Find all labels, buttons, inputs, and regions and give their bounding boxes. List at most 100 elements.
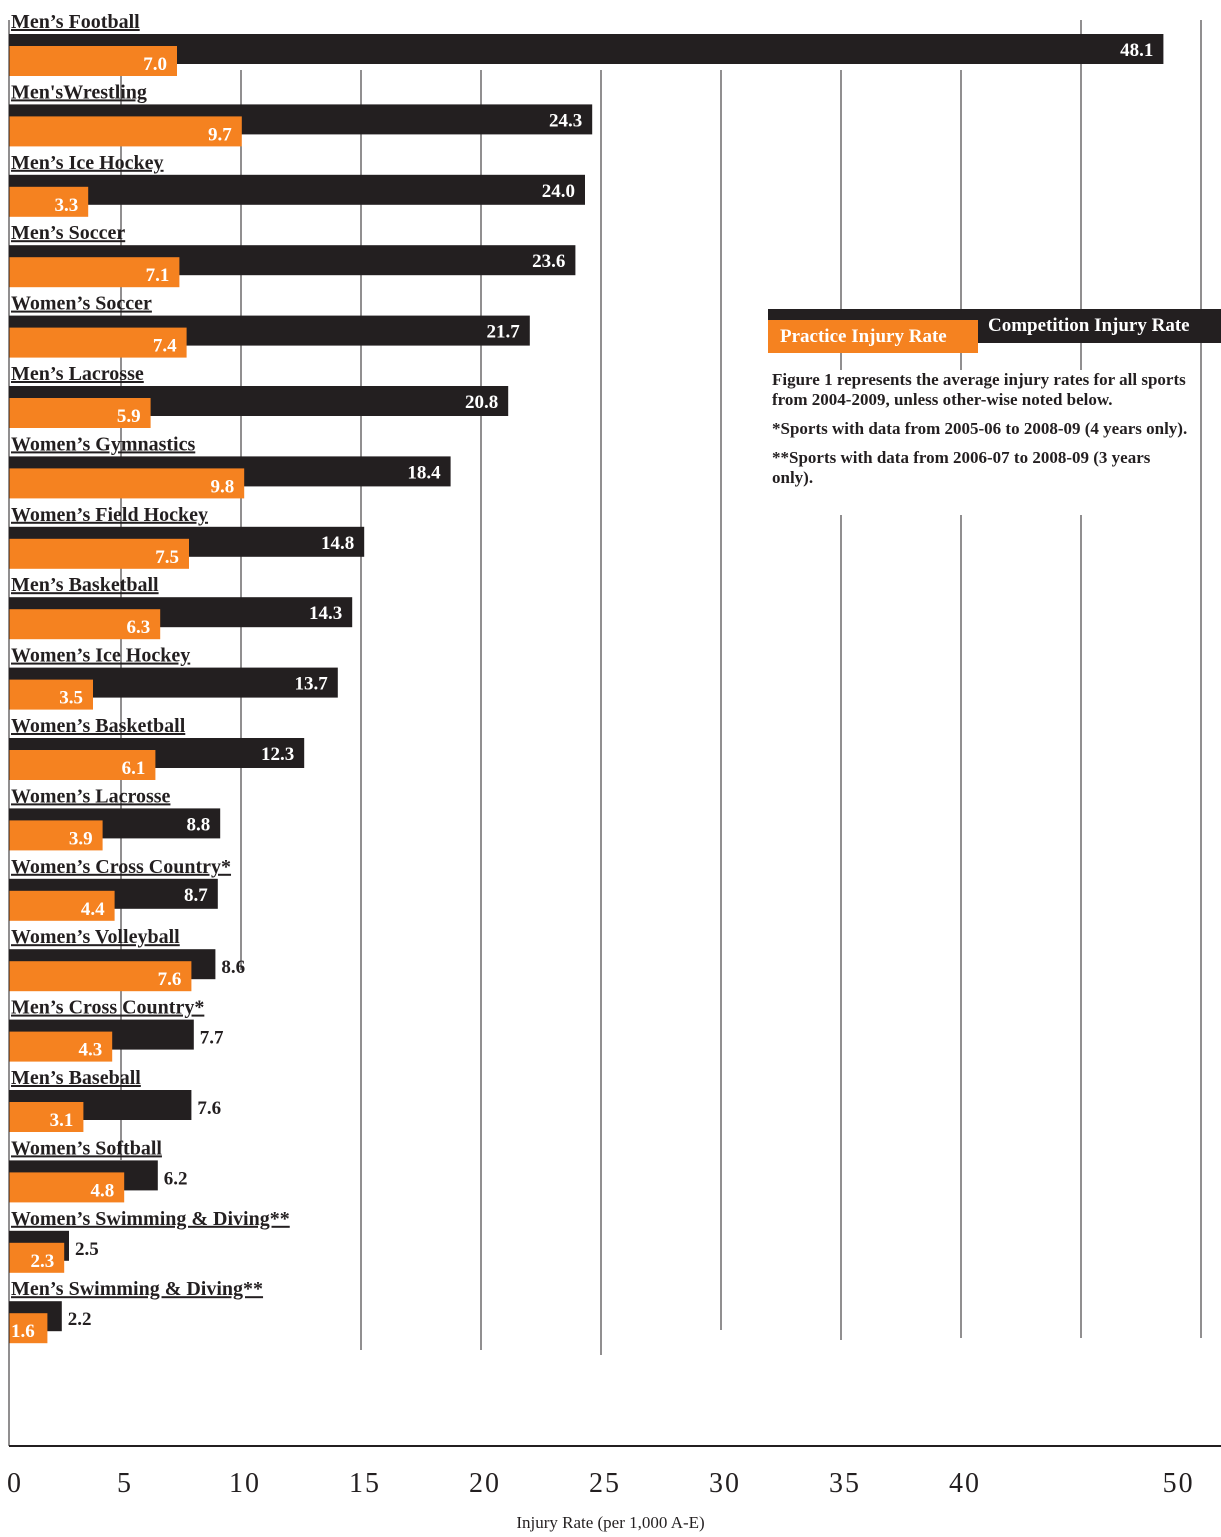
x-tick-label: 40 — [949, 1468, 981, 1499]
practice-bar — [9, 961, 192, 992]
legend-practice-label: Practice Injury Rate — [780, 326, 947, 347]
note-figure-description: Figure 1 represents the average injury r… — [772, 370, 1186, 409]
practice-value-label: 4.8 — [90, 1180, 114, 1201]
practice-value-label: 1.6 — [11, 1321, 35, 1342]
bar-group: Men’s Basketball 14.3 6.3 — [9, 574, 353, 640]
competition-value-label: 23.6 — [532, 251, 565, 272]
bar-group: Women’s Volleyball 8.6 7.6 — [9, 926, 245, 992]
practice-bar — [9, 1172, 125, 1203]
practice-bar — [9, 820, 103, 851]
x-tick-label: 30 — [709, 1468, 741, 1499]
note-three-years: **Sports with data from 2006-07 to 2008-… — [772, 448, 1151, 487]
practice-value-label: 3.5 — [59, 688, 83, 709]
category-label: Men’s Cross Country* — [11, 997, 204, 1019]
category-label: Women’s Cross Country* — [11, 856, 231, 878]
practice-bar — [9, 1031, 113, 1062]
competition-value-label: 2.5 — [75, 1239, 99, 1260]
practice-value-label: 4.4 — [81, 899, 105, 920]
category-label: Men’s Basketball — [11, 574, 159, 596]
bar-group: Women’s Cross Country* 8.7 4.4 — [9, 856, 231, 921]
category-label: Men'sWrestling — [11, 81, 147, 103]
bar-group: Men’s Swimming & Diving** 2.2 1.6 — [9, 1278, 263, 1344]
category-label: Men’s Football — [11, 11, 140, 33]
bar-group: Women’s Swimming & Diving** 2.5 2.3 — [9, 1208, 290, 1273]
figure-notes: Figure 1 represents the average injury r… — [766, 370, 1196, 515]
x-tick-label: 50 — [1163, 1468, 1195, 1499]
practice-bar — [9, 679, 93, 710]
practice-bar — [9, 46, 177, 76]
bar-group: Men’s Soccer 23.6 7.1 — [9, 222, 576, 288]
practice-value-label: 7.1 — [146, 265, 170, 286]
competition-value-label: 24.3 — [549, 110, 582, 131]
competition-value-label: 48.1 — [1120, 40, 1153, 61]
x-axis: 0 5 10 15 20 25 30 35 40 50 — [7, 20, 1221, 1499]
practice-value-label: 7.5 — [155, 547, 179, 568]
competition-value-label: 18.4 — [407, 462, 441, 483]
bar-group: Men’s Football 48.1 7.0 — [9, 11, 1164, 76]
bar-group: Women’s Field Hockey 14.8 7.5 — [9, 504, 365, 569]
category-label: Women’s Soccer — [11, 293, 152, 315]
gridlines — [120, 20, 1202, 1355]
bar-group: Women’s Ice Hockey 13.7 3.5 — [9, 645, 338, 710]
legend-practice-swatch — [768, 320, 978, 353]
bar-group: Men’s Baseball 7.6 3.1 — [9, 1067, 221, 1132]
category-label: Men’s Lacrosse — [11, 363, 144, 385]
practice-value-label: 3.1 — [50, 1110, 74, 1131]
category-label: Women’s Swimming & Diving** — [11, 1208, 290, 1230]
practice-bar — [9, 890, 115, 921]
practice-bar — [9, 186, 89, 217]
practice-bar — [9, 609, 161, 640]
practice-bar — [9, 116, 242, 147]
bar-groups: Men’s Football 48.1 7.0 Men'sWrestling 24.3 9… — [9, 11, 1164, 1344]
practice-value-label: 9.7 — [208, 124, 232, 145]
category-label: Women’s Ice Hockey — [11, 645, 190, 667]
competition-value-label: 14.8 — [321, 533, 354, 554]
bar-group: Men’s Cross Country* 7.7 4.3 — [9, 997, 224, 1062]
practice-bar — [9, 538, 189, 569]
category-label: Women’s Lacrosse — [11, 785, 171, 807]
bar-group: Men’s Lacrosse 20.8 5.9 — [9, 363, 509, 428]
practice-value-label: 6.3 — [126, 617, 150, 638]
bar-group: Women’s Soccer 21.7 7.4 — [9, 293, 530, 358]
bar-group: Men'sWrestling 24.3 9.7 — [9, 81, 593, 147]
competition-value-label: 20.8 — [465, 392, 498, 413]
competition-value-label: 8.8 — [186, 814, 210, 835]
competition-value-label: 2.2 — [68, 1309, 92, 1330]
category-label: Men’s Swimming & Diving** — [11, 1278, 263, 1300]
x-tick-label: 5 — [117, 1468, 133, 1499]
competition-value-label: 14.3 — [309, 603, 342, 624]
x-tick-label: 10 — [229, 1468, 261, 1499]
category-label: Men’s Soccer — [11, 222, 125, 244]
note-four-years: *Sports with data from 2005-06 to 2008-0… — [772, 419, 1188, 438]
practice-value-label: 5.9 — [117, 406, 141, 427]
x-tick-label: 25 — [589, 1468, 621, 1499]
bar-group: Women’s Lacrosse 8.8 3.9 — [9, 785, 221, 851]
competition-value-label: 8.7 — [184, 885, 208, 906]
category-label: Women’s Basketball — [11, 715, 186, 737]
category-label: Women’s Volleyball — [11, 926, 180, 948]
practice-bar — [9, 468, 245, 499]
practice-bar — [9, 398, 151, 428]
competition-bar — [9, 174, 585, 205]
practice-bar — [9, 1242, 65, 1273]
practice-value-label: 7.0 — [143, 54, 167, 75]
x-tick-label: 0 — [7, 1468, 23, 1499]
practice-value-label: 4.3 — [78, 1040, 102, 1061]
legend: Competition Injury Rate Practice Injury … — [766, 306, 1221, 354]
competition-value-label: 7.6 — [197, 1098, 221, 1119]
bar-group: Women’s Gymnastics 18.4 9.8 — [9, 433, 451, 499]
bar-group: Men’s Ice Hockey 24.0 3.3 — [9, 152, 585, 217]
category-label: Women’s Gymnastics — [11, 433, 195, 455]
practice-value-label: 7.6 — [158, 969, 182, 990]
category-label: Women’s Softball — [11, 1137, 162, 1159]
practice-value-label: 3.9 — [69, 828, 93, 849]
competition-value-label: 21.7 — [487, 322, 521, 343]
practice-value-label: 2.3 — [30, 1251, 54, 1272]
competition-value-label: 6.2 — [164, 1168, 188, 1189]
x-axis-label: Injury Rate (per 1,000 A-E) — [516, 1513, 705, 1532]
competition-bar — [9, 34, 1164, 64]
category-label: Women’s Field Hockey — [11, 504, 208, 526]
practice-value-label: 9.8 — [210, 476, 234, 497]
